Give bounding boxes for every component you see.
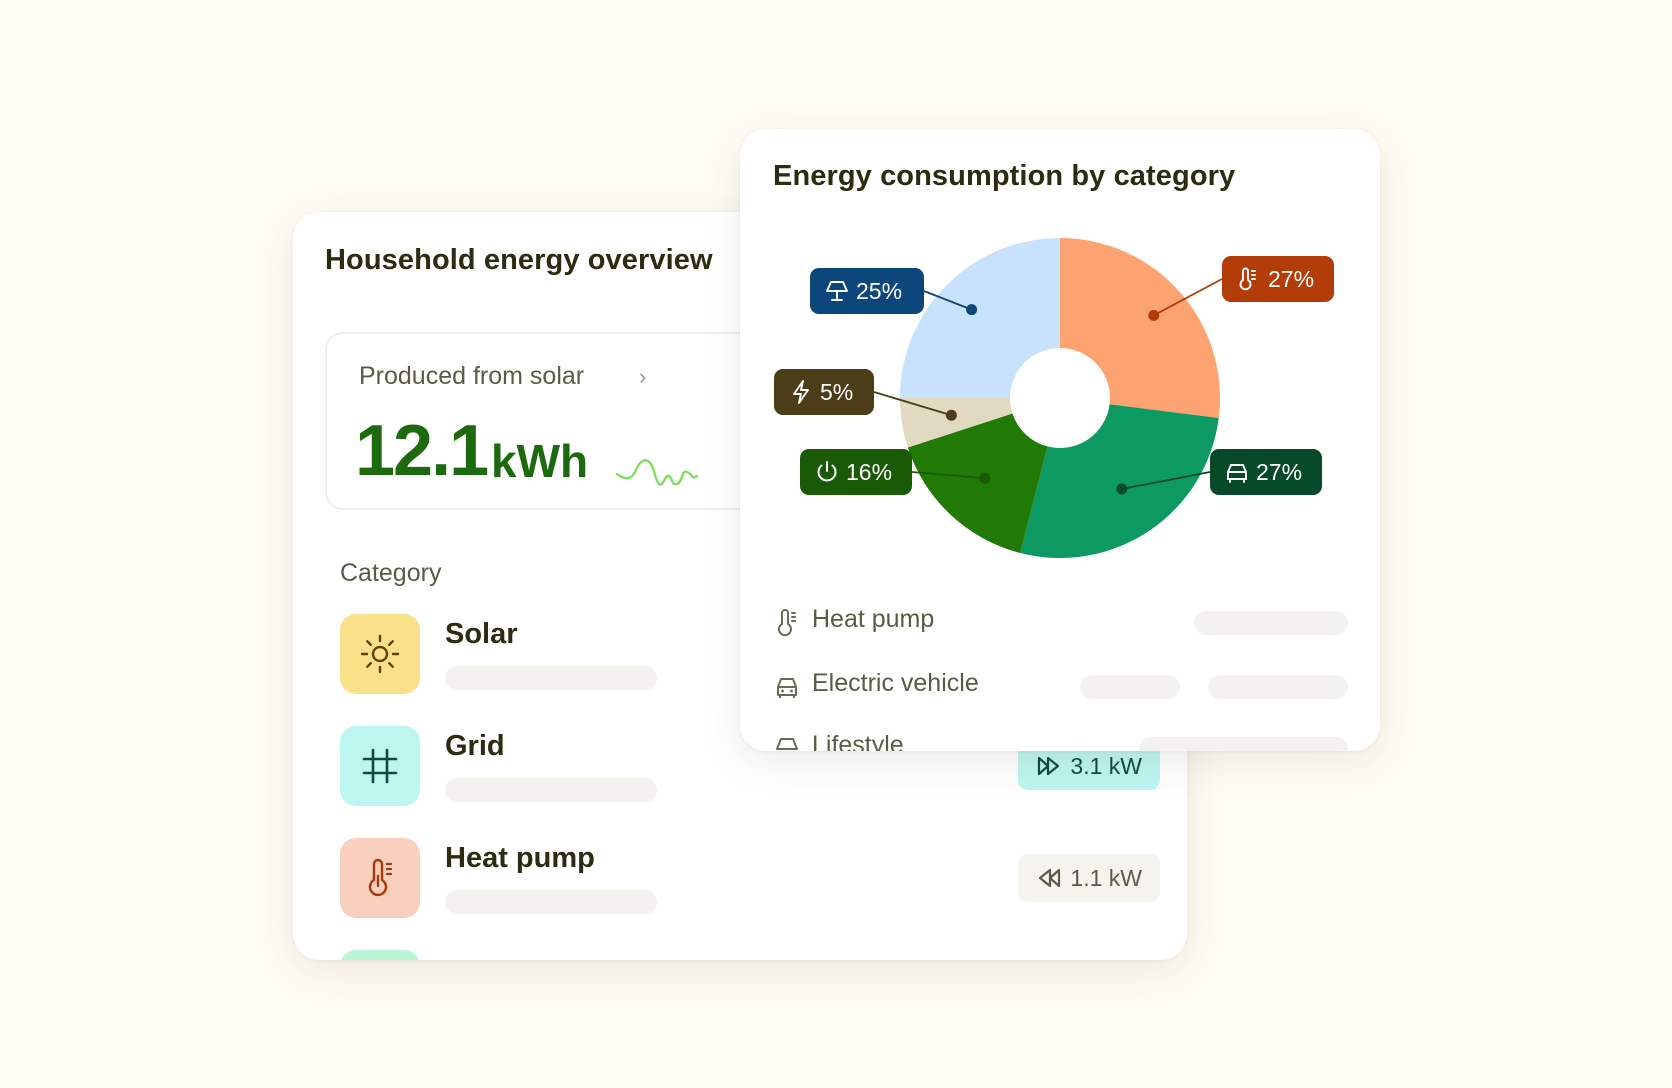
legend-row-heat-pump[interactable]: Heat pump [774, 603, 1349, 643]
placeholder-bar [445, 666, 657, 690]
slice-label: 5% [820, 379, 853, 405]
overview-title: Household energy overview [325, 244, 713, 276]
placeholder-bar [1139, 737, 1348, 751]
chevron-right-icon: › [639, 364, 647, 389]
placeholder-bar [445, 778, 657, 802]
legend-label: Electric vehicle [812, 669, 979, 697]
heat-pump-power-value: 1.1 kW [1070, 864, 1142, 891]
car-icon [777, 678, 797, 698]
legend-row-lifestyle[interactable]: Lifestyle [774, 729, 1349, 751]
lamp-icon [776, 738, 798, 750]
import-icon [1039, 868, 1061, 888]
export-icon [1038, 756, 1060, 776]
slice-dot [979, 472, 991, 484]
slice-dot [1148, 309, 1160, 321]
solar-value: 12.1 [355, 411, 489, 491]
slice-leader-line [1153, 278, 1223, 317]
slice-label: 16% [846, 459, 892, 485]
slice-badge: 5% [774, 369, 874, 415]
thermometer-icon [778, 609, 796, 637]
legend-label: Heat pump [812, 605, 935, 633]
solar-label: Produced from solar [359, 362, 585, 390]
consumption-donut-chart: 27% 27% 16% 5% 25% [774, 238, 1334, 558]
slice-badge: 16% [800, 449, 912, 495]
placeholder-bar [1080, 675, 1180, 699]
heat-pump-power-badge: 1.1 kW [1018, 854, 1160, 902]
legend-label: Lifestyle [812, 731, 904, 751]
pie-slice[interactable] [1020, 404, 1219, 558]
category-name: Heat pump [445, 842, 595, 874]
slice-leader-line [911, 471, 985, 480]
placeholder-bar [445, 890, 657, 914]
category-row-heat-pump[interactable]: Heat pump 1.1 kW [340, 838, 1160, 918]
legend-row-electric-vehicle[interactable]: Electric vehicle [774, 667, 1349, 707]
consumption-card: Energy consumption by category 27% 27% 16%… [740, 129, 1380, 751]
slice-label: 27% [1268, 266, 1314, 292]
solar-production-card[interactable]: Produced from solar › 12.1 kWh [325, 332, 945, 510]
slice-badge: 27% [1222, 256, 1334, 302]
category-name: Grid [445, 730, 505, 762]
category-name: Solar [445, 618, 518, 650]
power-icon [817, 461, 837, 482]
thermometer-icon [340, 838, 420, 918]
slice-badge: 27% [1210, 449, 1322, 495]
grid-icon [340, 726, 420, 806]
slice-badge: 25% [810, 268, 924, 314]
slice-dot [945, 409, 957, 421]
pie-slice[interactable] [907, 413, 1048, 553]
slice-label: 25% [856, 278, 902, 304]
slice-dot [1116, 483, 1128, 495]
pie-slice[interactable] [1060, 238, 1220, 419]
pie-slice[interactable] [900, 238, 1060, 398]
slice-leader-line [1121, 471, 1211, 490]
placeholder-bar [1194, 611, 1348, 635]
sun-icon [340, 614, 420, 694]
car-icon [1227, 464, 1247, 483]
slice-leader-line [873, 391, 952, 417]
thermometer-icon [1239, 267, 1256, 291]
pie-slice[interactable] [900, 398, 1013, 448]
category-heading: Category [340, 559, 442, 587]
consumption-title: Energy consumption by category [773, 160, 1236, 192]
slice-leader-line [923, 290, 972, 311]
category-row-solar[interactable]: Solar [340, 614, 1160, 694]
category-icon-partial [340, 950, 420, 960]
solar-unit: kWh [491, 435, 589, 487]
placeholder-bar [1208, 675, 1348, 699]
sparkline-icon [615, 459, 699, 486]
slice-dot [966, 304, 978, 316]
slice-label: 27% [1256, 459, 1302, 485]
bolt-icon [793, 380, 809, 404]
grid-power-value: 3.1 kW [1070, 752, 1142, 779]
lamp-icon [826, 281, 848, 301]
